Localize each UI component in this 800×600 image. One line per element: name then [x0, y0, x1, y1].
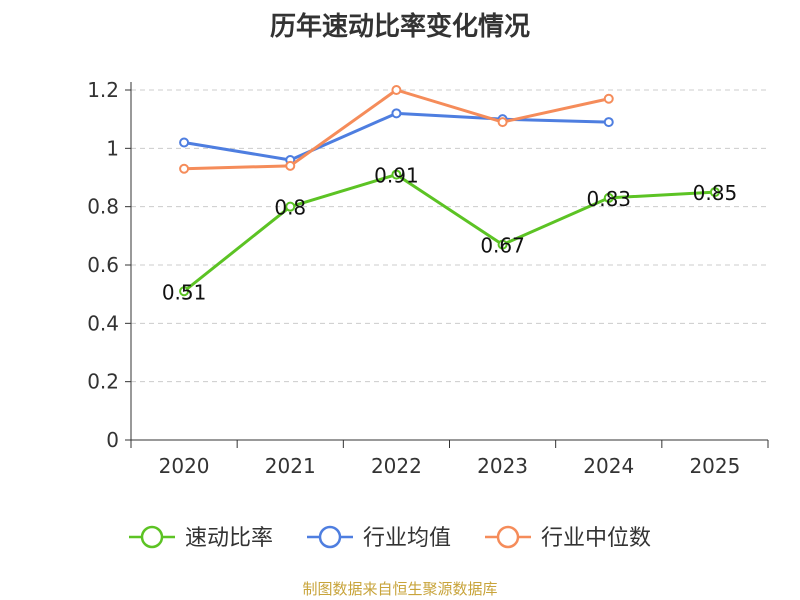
data-point: [179, 163, 190, 174]
x-tick-label: 2025: [689, 454, 740, 478]
data-point: [709, 187, 720, 198]
x-tick-label: 2020: [159, 454, 210, 478]
data-point: [391, 169, 402, 180]
data-point: [497, 239, 508, 250]
legend-label: 行业均值: [363, 526, 451, 551]
x-tick-label: 2021: [265, 454, 316, 478]
line-chart: 0 0.2 0.4 0.6 0.8 1 1.2 2020 2021 2022 2023 2024 202…: [87, 78, 769, 551]
chart-title: 历年速动比率变化情况: [269, 12, 530, 42]
data-point: [391, 85, 402, 95]
data-point: [285, 201, 296, 212]
legend-marker: [318, 525, 342, 549]
x-tick-label: 2022: [371, 454, 422, 478]
data-label: 0.85: [693, 181, 738, 205]
data-label: 0.51: [162, 280, 207, 304]
legend-label: 速动比率: [185, 526, 273, 551]
series-line-2: [184, 88, 610, 171]
data-label: 0.83: [586, 187, 631, 211]
legend-marker: [496, 525, 520, 549]
source-footer: 制图数据来自恒生聚源数据库: [302, 580, 498, 598]
data-point: [603, 192, 614, 203]
data-labels: 0.51 0.8 0.91 0.67 0.83 0.85: [162, 164, 737, 305]
y-tick-label: 0.6: [87, 253, 119, 277]
series-lines: [179, 85, 720, 297]
data-label: 0.91: [374, 164, 419, 188]
legend-marker: [140, 525, 164, 549]
y-tick-label: 1.2: [87, 78, 119, 102]
y-tick-label: 0: [106, 428, 119, 452]
series-line-0: [183, 173, 715, 293]
y-tick-label: 1: [106, 136, 119, 160]
grid-lines: [131, 89, 768, 383]
data-point: [603, 93, 614, 104]
x-tick-label: 2023: [477, 454, 528, 478]
axes: 0 0.2 0.4 0.6 0.8 1 1.2 2020 2021 2022 2023 2024 202…: [87, 78, 769, 478]
data-point: [179, 286, 190, 297]
legend: 速动比率 行业均值 行业中位数: [129, 525, 651, 551]
y-tick-label: 0.2: [87, 370, 119, 394]
series-line-1: [183, 111, 609, 162]
data-label: 0.67: [480, 234, 525, 258]
y-tick-label: 0.4: [87, 311, 119, 335]
data-point: [497, 117, 508, 128]
data-point: [391, 108, 402, 119]
data-point: [179, 137, 190, 148]
legend-label: 行业中位数: [541, 526, 651, 551]
data-point: [285, 160, 296, 171]
data-label: 0.8: [274, 196, 306, 220]
x-tick-label: 2024: [583, 454, 634, 478]
data-point: [603, 117, 614, 128]
y-tick-label: 0.8: [87, 195, 119, 219]
